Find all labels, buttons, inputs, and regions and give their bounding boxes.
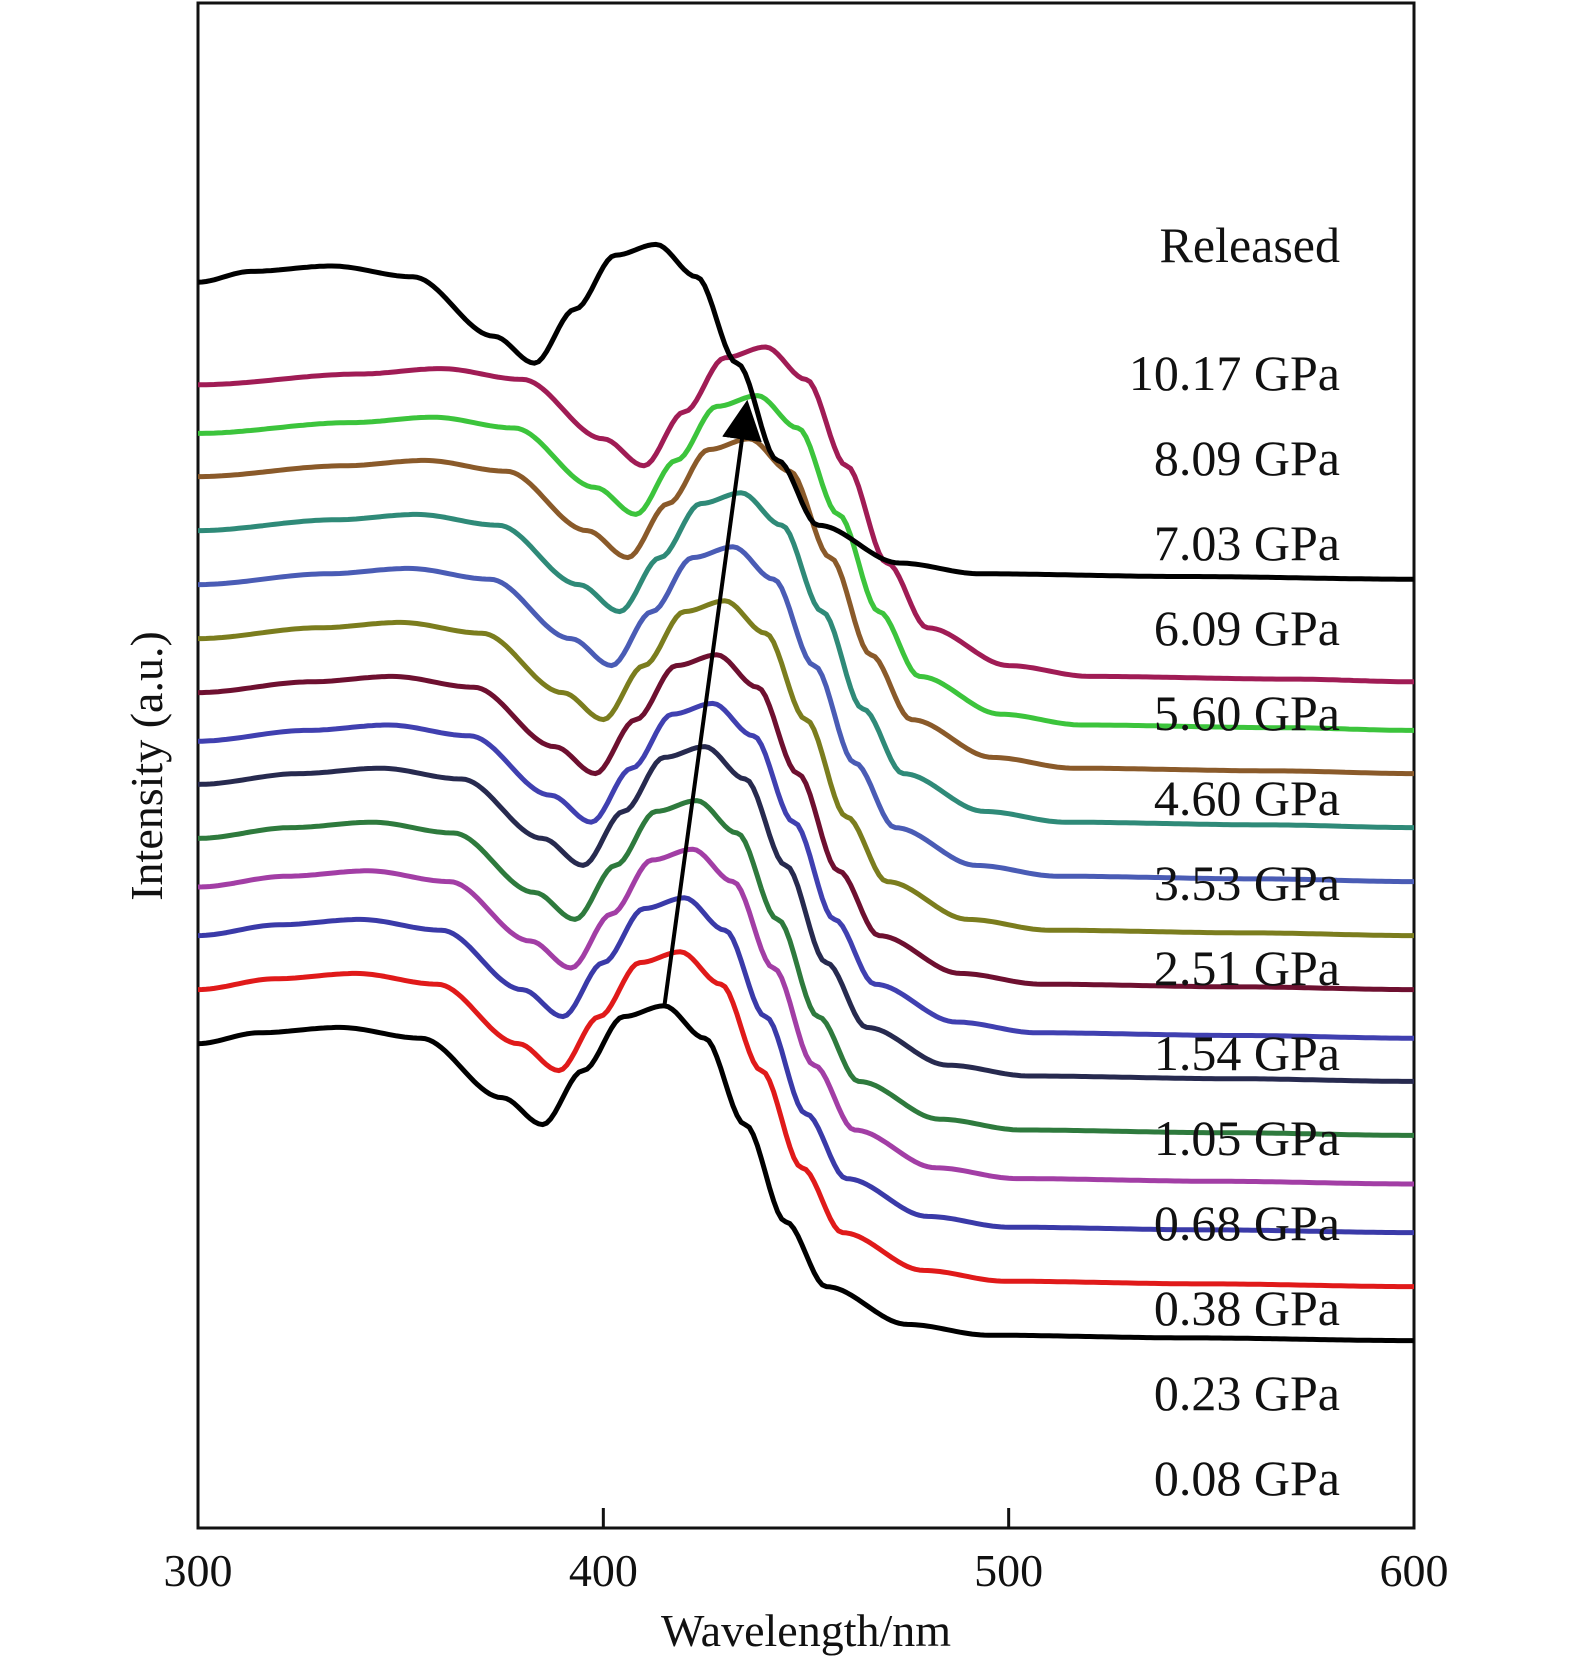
x-axis-ticks: 300 400 500 600 (164, 1508, 1449, 1596)
series-line (198, 344, 1414, 685)
plot-frame (196, 1, 1416, 1530)
series-line (197, 798, 1414, 1138)
x-tick-label: 500 (974, 1545, 1043, 1596)
series-line (198, 490, 1414, 831)
series-label: Released (1160, 217, 1340, 273)
series-label: 10.17 GPa (1129, 345, 1340, 401)
series-label: 8.09 GPa (1154, 430, 1340, 486)
series-line (198, 393, 1414, 733)
series-label: 0.38 GPa (1154, 1280, 1340, 1336)
series-label: 7.03 GPa (1154, 515, 1340, 571)
x-tick-label: 400 (569, 1545, 638, 1596)
series-label: 6.09 GPa (1154, 600, 1340, 656)
series-label: 3.53 GPa (1154, 855, 1340, 911)
series-label: 2.51 GPa (1154, 940, 1340, 996)
series-label: 1.05 GPa (1154, 1110, 1340, 1166)
series-line (198, 652, 1414, 993)
series-line (198, 700, 1414, 1041)
series-line (197, 241, 1414, 582)
series-line (197, 949, 1414, 1290)
series-layer (197, 241, 1414, 1344)
series-line (197, 846, 1414, 1187)
series-line (197, 895, 1414, 1236)
x-axis-title: Wavelength/nm (661, 1605, 951, 1656)
x-tick-label: 300 (164, 1545, 233, 1596)
x-tick-label: 600 (1380, 1545, 1449, 1596)
series-label: 0.23 GPa (1154, 1365, 1340, 1421)
series-line (198, 544, 1414, 885)
series-line (197, 1003, 1414, 1344)
y-axis-title: Intensity (a.u.) (121, 631, 172, 901)
series-label: 0.68 GPa (1154, 1195, 1340, 1251)
series-label: 1.54 GPa (1154, 1025, 1340, 1081)
series-label: 5.60 GPa (1154, 685, 1340, 741)
series-line (198, 436, 1414, 777)
red-shift-arrow (662, 399, 762, 1009)
series-line (198, 598, 1414, 939)
series-line (197, 744, 1414, 1084)
series-label: 4.60 GPa (1154, 770, 1340, 826)
series-label: 0.08 GPa (1154, 1450, 1340, 1506)
series-labels: 0.08 GPa 0.23 GPa 0.38 GPa 0.68 GPa 1.05 GPa… (1129, 217, 1340, 1506)
